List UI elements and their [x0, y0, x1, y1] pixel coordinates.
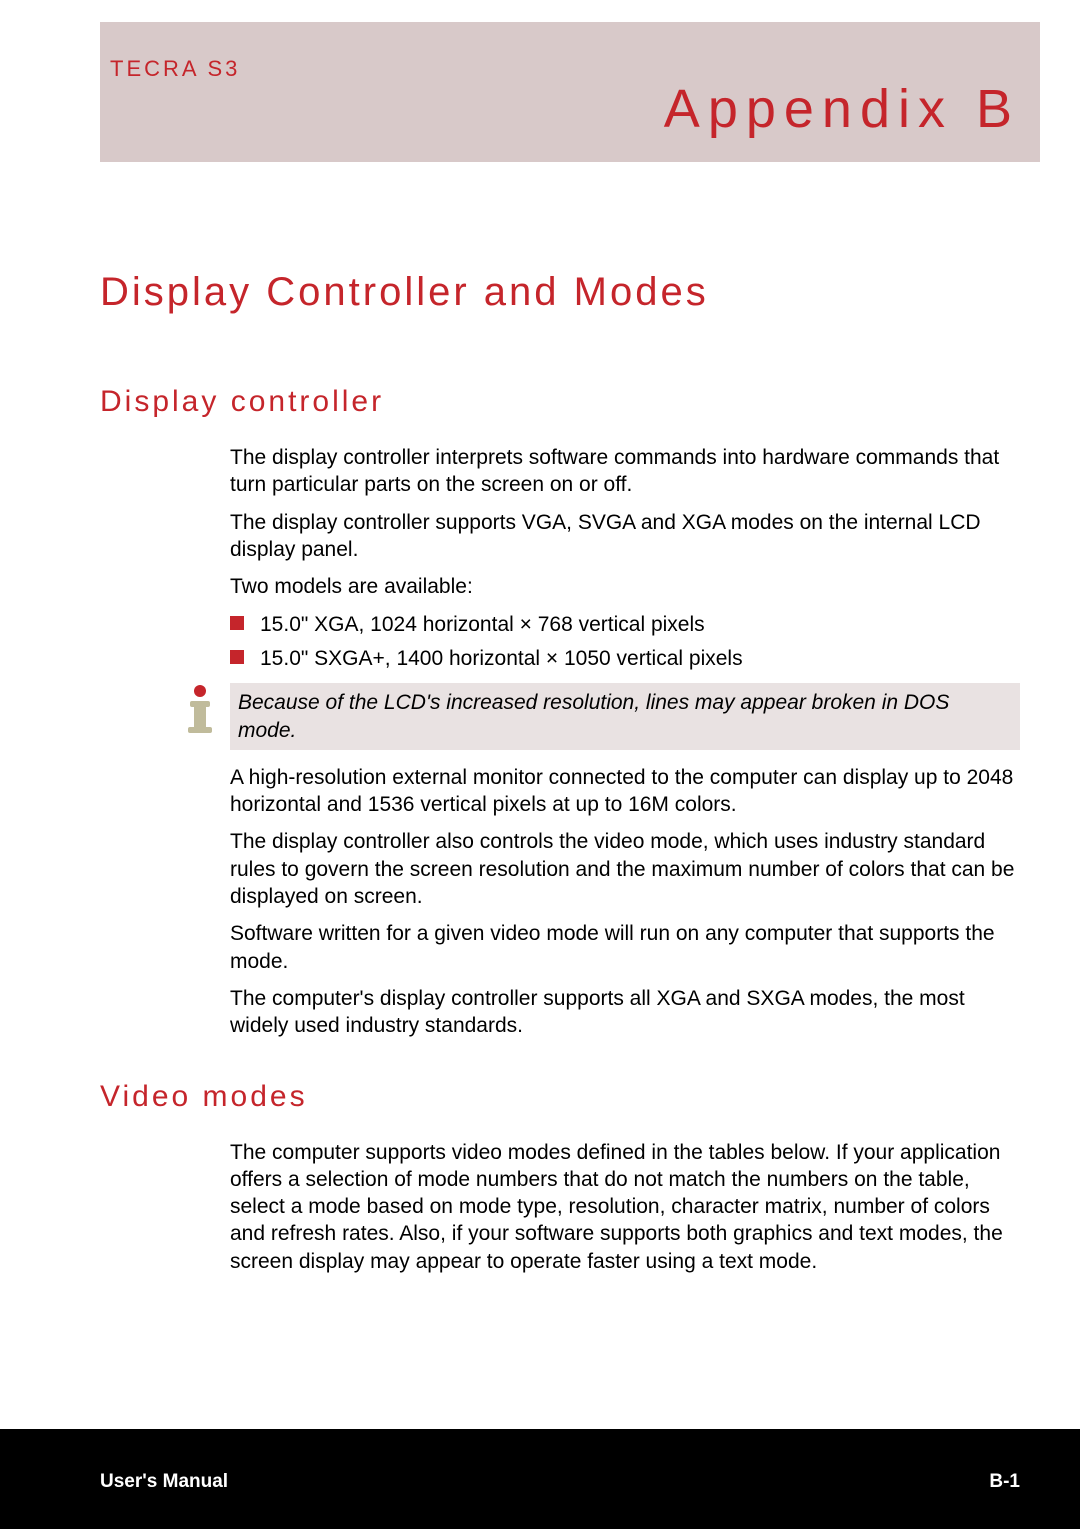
page-title: Display Controller and Modes — [100, 270, 1020, 315]
info-note: Because of the LCD's increased resolutio… — [180, 683, 1020, 750]
info-icon — [180, 683, 220, 735]
list-item: 15.0" SXGA+, 1400 horizontal × 1050 vert… — [230, 644, 1020, 673]
footer-bar: User's Manual B-1 — [0, 1429, 1080, 1529]
footer-manual-label: User's Manual — [100, 1471, 228, 1493]
paragraph: The computer supports video modes define… — [230, 1139, 1020, 1275]
paragraph: Software written for a given video mode … — [230, 920, 1020, 975]
paragraph: The computer's display controller suppor… — [230, 985, 1020, 1040]
section-video-modes-body: The computer supports video modes define… — [230, 1139, 1020, 1275]
section-display-controller-title: Display controller — [100, 385, 1020, 419]
info-note-text: Because of the LCD's increased resolutio… — [230, 683, 1020, 750]
section-display-controller-body: The display controller interprets softwa… — [230, 444, 1020, 673]
section-display-controller-body-2: A high-resolution external monitor conne… — [230, 764, 1020, 1040]
appendix-title: Appendix B — [664, 78, 1020, 140]
paragraph: The display controller also controls the… — [230, 828, 1020, 910]
list-item: 15.0" XGA, 1024 horizontal × 768 vertica… — [230, 610, 1020, 639]
model-list: 15.0" XGA, 1024 horizontal × 768 vertica… — [230, 610, 1020, 673]
paragraph: The display controller supports VGA, SVG… — [230, 509, 1020, 564]
section-video-modes-title: Video modes — [100, 1080, 1020, 1114]
paragraph: The display controller interprets softwa… — [230, 444, 1020, 499]
paragraph: Two models are available: — [230, 573, 1020, 600]
product-name: TECRA S3 — [110, 56, 240, 82]
footer-page-number: B-1 — [989, 1471, 1020, 1493]
paragraph: A high-resolution external monitor conne… — [230, 764, 1020, 819]
page-content: Display Controller and Modes Display con… — [100, 270, 1020, 1315]
